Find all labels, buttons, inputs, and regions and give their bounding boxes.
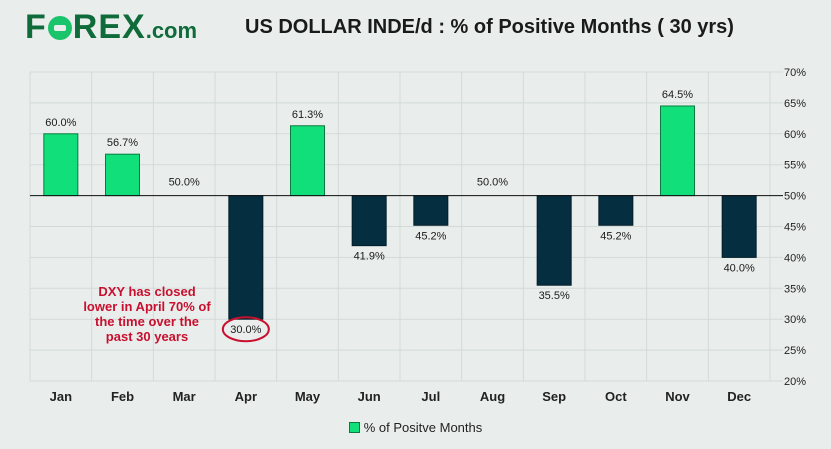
x-tick-label-nov: Nov xyxy=(665,389,690,404)
x-tick-label-sep: Sep xyxy=(542,389,566,404)
data-label-aug: 50.0% xyxy=(477,177,508,189)
data-label-sep: 35.5% xyxy=(539,290,570,302)
bar-sep xyxy=(536,195,572,286)
y-tick-label: 35% xyxy=(784,283,806,295)
bar-jul xyxy=(413,195,449,226)
y-tick-label: 65% xyxy=(784,98,806,110)
grid-lines xyxy=(29,71,783,382)
y-tick-label: 20% xyxy=(784,376,806,388)
bar-nov xyxy=(660,105,695,197)
y-tick-label: 30% xyxy=(784,314,806,326)
bar-may xyxy=(290,125,325,197)
x-tick-label-aug: Aug xyxy=(480,389,505,404)
data-labels: 60.0% 56.7% 50.0% 30.0% 61.3% 41.9% 45.2% 50.0%… xyxy=(45,89,755,336)
data-label-jul: 45.2% xyxy=(415,230,446,242)
y-tick-label: 60% xyxy=(784,129,806,141)
y-tick-label: 70% xyxy=(784,67,806,79)
data-label-dec: 40.0% xyxy=(724,262,755,274)
bar-apr xyxy=(228,195,264,320)
bar-jan xyxy=(43,133,79,197)
x-tick-label-jun: Jun xyxy=(358,389,381,404)
y-tick-label: 55% xyxy=(784,160,806,172)
x-tick-label-jul: Jul xyxy=(421,389,440,404)
data-label-feb: 56.7% xyxy=(107,137,138,149)
chart-title: US DOLLAR INDE/d : % of Positive Months … xyxy=(245,16,734,38)
data-label-oct: 45.2% xyxy=(600,230,631,242)
bar-feb xyxy=(105,153,140,197)
x-tick-label-dec: Dec xyxy=(727,389,751,404)
x-tick-label-may: May xyxy=(295,389,321,404)
logo-rest: REX xyxy=(72,8,146,46)
data-label-jan: 60.0% xyxy=(45,117,76,129)
x-tick-label-jan: Jan xyxy=(50,389,72,404)
logo-suffix: .com xyxy=(145,18,198,43)
x-tick-label-mar: Mar xyxy=(173,389,196,404)
april-highlight-circle xyxy=(221,316,270,343)
forex-logo: F REX.com xyxy=(25,8,197,47)
logo-prefix: F xyxy=(25,8,47,46)
bars xyxy=(43,105,757,320)
logo-coin-icon xyxy=(47,16,72,40)
legend: % of Positve Months xyxy=(0,420,831,435)
bar-oct xyxy=(598,195,634,226)
x-axis-labels: Jan Feb Mar Apr May Jun Jul Aug Sep Oct Nov Dec xyxy=(50,389,751,404)
data-label-apr: 30.0% xyxy=(230,324,261,336)
y-axis-ticks: 20% 25% 30% 35% 40% 45% 50% 55% 60% 65% 70% xyxy=(784,67,806,388)
april-annotation: DXY has closed lower in April 70% of the… xyxy=(83,284,211,344)
y-tick-label: 40% xyxy=(784,252,806,264)
data-label-mar: 50.0% xyxy=(169,177,200,189)
data-label-jun: 41.9% xyxy=(354,251,385,263)
y-tick-label: 45% xyxy=(784,222,806,234)
data-label-may: 61.3% xyxy=(292,109,323,121)
y-tick-label: 25% xyxy=(784,345,806,357)
y-tick-label: 50% xyxy=(784,191,806,203)
x-tick-label-oct: Oct xyxy=(605,389,627,404)
bar-dec xyxy=(721,195,757,258)
legend-swatch xyxy=(348,422,360,433)
x-tick-label-feb: Feb xyxy=(111,389,134,404)
legend-label: % of Positve Months xyxy=(363,420,483,435)
bar-jun xyxy=(351,195,387,247)
data-label-nov: 64.5% xyxy=(662,89,693,101)
x-tick-label-apr: Apr xyxy=(235,389,257,404)
